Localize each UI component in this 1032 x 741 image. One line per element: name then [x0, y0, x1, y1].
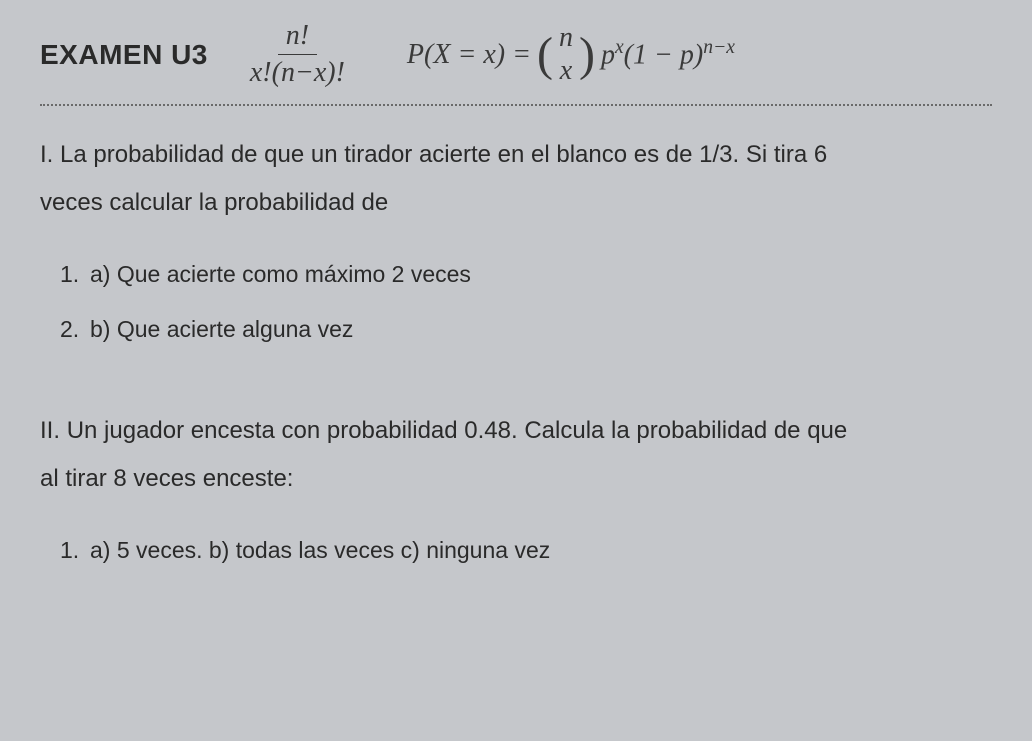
p-term: px	[601, 37, 624, 71]
list-item: 2. b) Que acierte alguna vez	[60, 302, 992, 357]
question-2-text: II. Un jugador encesta con probabilidad …	[40, 407, 992, 455]
question-1-line1: La probabilidad de que un tirador aciert…	[60, 141, 827, 168]
exam-title: EXAMEN U3	[40, 39, 208, 71]
q-term: (1 − p)n−x	[624, 37, 735, 71]
fraction-denominator: x!(n−x)!	[242, 55, 353, 89]
binomial-coefficient: ( n x )	[537, 22, 595, 86]
left-paren: (	[537, 31, 553, 79]
subitem-number: 1.	[60, 523, 90, 578]
binom-top: n	[559, 22, 573, 54]
question-1: I. La probabilidad de que un tirador aci…	[40, 131, 992, 357]
formula-lhs: P(X = x) =	[407, 39, 531, 71]
list-item: 1. a) Que acierte como máximo 2 veces	[60, 247, 992, 302]
question-2-number: II.	[40, 417, 60, 444]
fraction: n! x!(n−x)!	[242, 20, 353, 89]
question-2-line2: al tirar 8 veces enceste:	[40, 455, 992, 503]
divider	[40, 104, 992, 106]
combination-formula: n! x!(n−x)!	[238, 20, 357, 89]
question-1-line2: veces calcular la probabilidad de	[40, 179, 992, 227]
question-1-number: I.	[40, 141, 53, 168]
subitem-text: a) 5 veces. b) todas las veces c) ningun…	[90, 523, 550, 578]
fraction-numerator: n!	[278, 20, 317, 55]
header-row: EXAMEN U3 n! x!(n−x)! P(X = x) = ( n x )…	[40, 20, 992, 89]
binom-bottom: x	[560, 55, 572, 87]
subitem-number: 2.	[60, 302, 90, 357]
subitem-number: 1.	[60, 247, 90, 302]
question-2-line1: Un jugador encesta con probabilidad 0.48…	[67, 417, 848, 444]
subitem-text: b) Que acierte alguna vez	[90, 302, 353, 357]
question-2-subitems: 1. a) 5 veces. b) todas las veces c) nin…	[40, 523, 992, 578]
binomial-formula: P(X = x) = ( n x ) px (1 − p)n−x	[407, 22, 735, 86]
binom-inner: n x	[553, 22, 579, 86]
question-1-text: I. La probabilidad de que un tirador aci…	[40, 131, 992, 179]
list-item: 1. a) 5 veces. b) todas las veces c) nin…	[60, 523, 992, 578]
question-2: II. Un jugador encesta con probabilidad …	[40, 407, 992, 578]
subitem-text: a) Que acierte como máximo 2 veces	[90, 247, 471, 302]
right-paren: )	[579, 31, 595, 79]
question-1-subitems: 1. a) Que acierte como máximo 2 veces 2.…	[40, 247, 992, 357]
